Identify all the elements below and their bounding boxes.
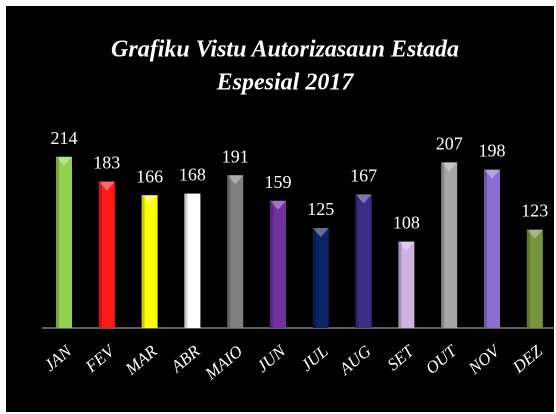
- bar: [526, 229, 543, 328]
- bar-shade: [355, 194, 359, 328]
- bar-shade: [227, 175, 231, 328]
- bar: [227, 175, 244, 328]
- bar: [441, 162, 458, 328]
- bar-bevel: [312, 228, 329, 237]
- value-label: 123: [521, 201, 548, 221]
- bar-bevel: [184, 193, 201, 203]
- value-label: 207: [436, 134, 463, 154]
- bar-bevel: [227, 175, 244, 185]
- value-label: 159: [265, 172, 292, 192]
- value-label: 214: [51, 128, 78, 148]
- bar-shade: [526, 229, 530, 328]
- value-label: 167: [350, 166, 377, 186]
- value-label: 191: [222, 146, 249, 166]
- value-label: 168: [179, 165, 206, 185]
- bar: [270, 200, 286, 328]
- bar: [141, 195, 158, 328]
- bar: [98, 181, 115, 328]
- bar-shade: [312, 228, 316, 328]
- value-label: 108: [393, 213, 420, 233]
- bar: [355, 194, 372, 328]
- bar-bevel: [56, 156, 72, 166]
- bar-shade: [56, 156, 59, 328]
- bar-shade: [141, 195, 145, 328]
- value-label: 183: [93, 153, 120, 173]
- bar-shade: [441, 162, 445, 328]
- value-label: 198: [479, 141, 506, 161]
- bar-bevel: [270, 200, 286, 210]
- bar: [484, 169, 500, 328]
- bar-bevel: [441, 162, 458, 172]
- value-label: 125: [307, 199, 334, 219]
- bar-shade: [270, 200, 273, 328]
- bar-bevel: [141, 195, 158, 205]
- bar-bevel: [398, 241, 415, 251]
- bar: [312, 228, 329, 328]
- bar: [56, 156, 72, 328]
- bar-bevel: [526, 229, 543, 239]
- chart-subtitle: Espesial 2017: [216, 70, 355, 96]
- chart-title: Grafiku Vistu Autorizasaun Estada: [111, 37, 459, 63]
- bar-bevel: [355, 194, 372, 204]
- bar-shade: [484, 169, 487, 328]
- bar-shade: [184, 193, 188, 328]
- bar: [398, 241, 415, 328]
- bar-shade: [398, 241, 402, 328]
- value-label: 166: [136, 166, 163, 186]
- bar-bevel: [484, 169, 500, 179]
- bar-shade: [98, 181, 102, 328]
- bar: [184, 193, 201, 328]
- bar-bevel: [98, 181, 115, 191]
